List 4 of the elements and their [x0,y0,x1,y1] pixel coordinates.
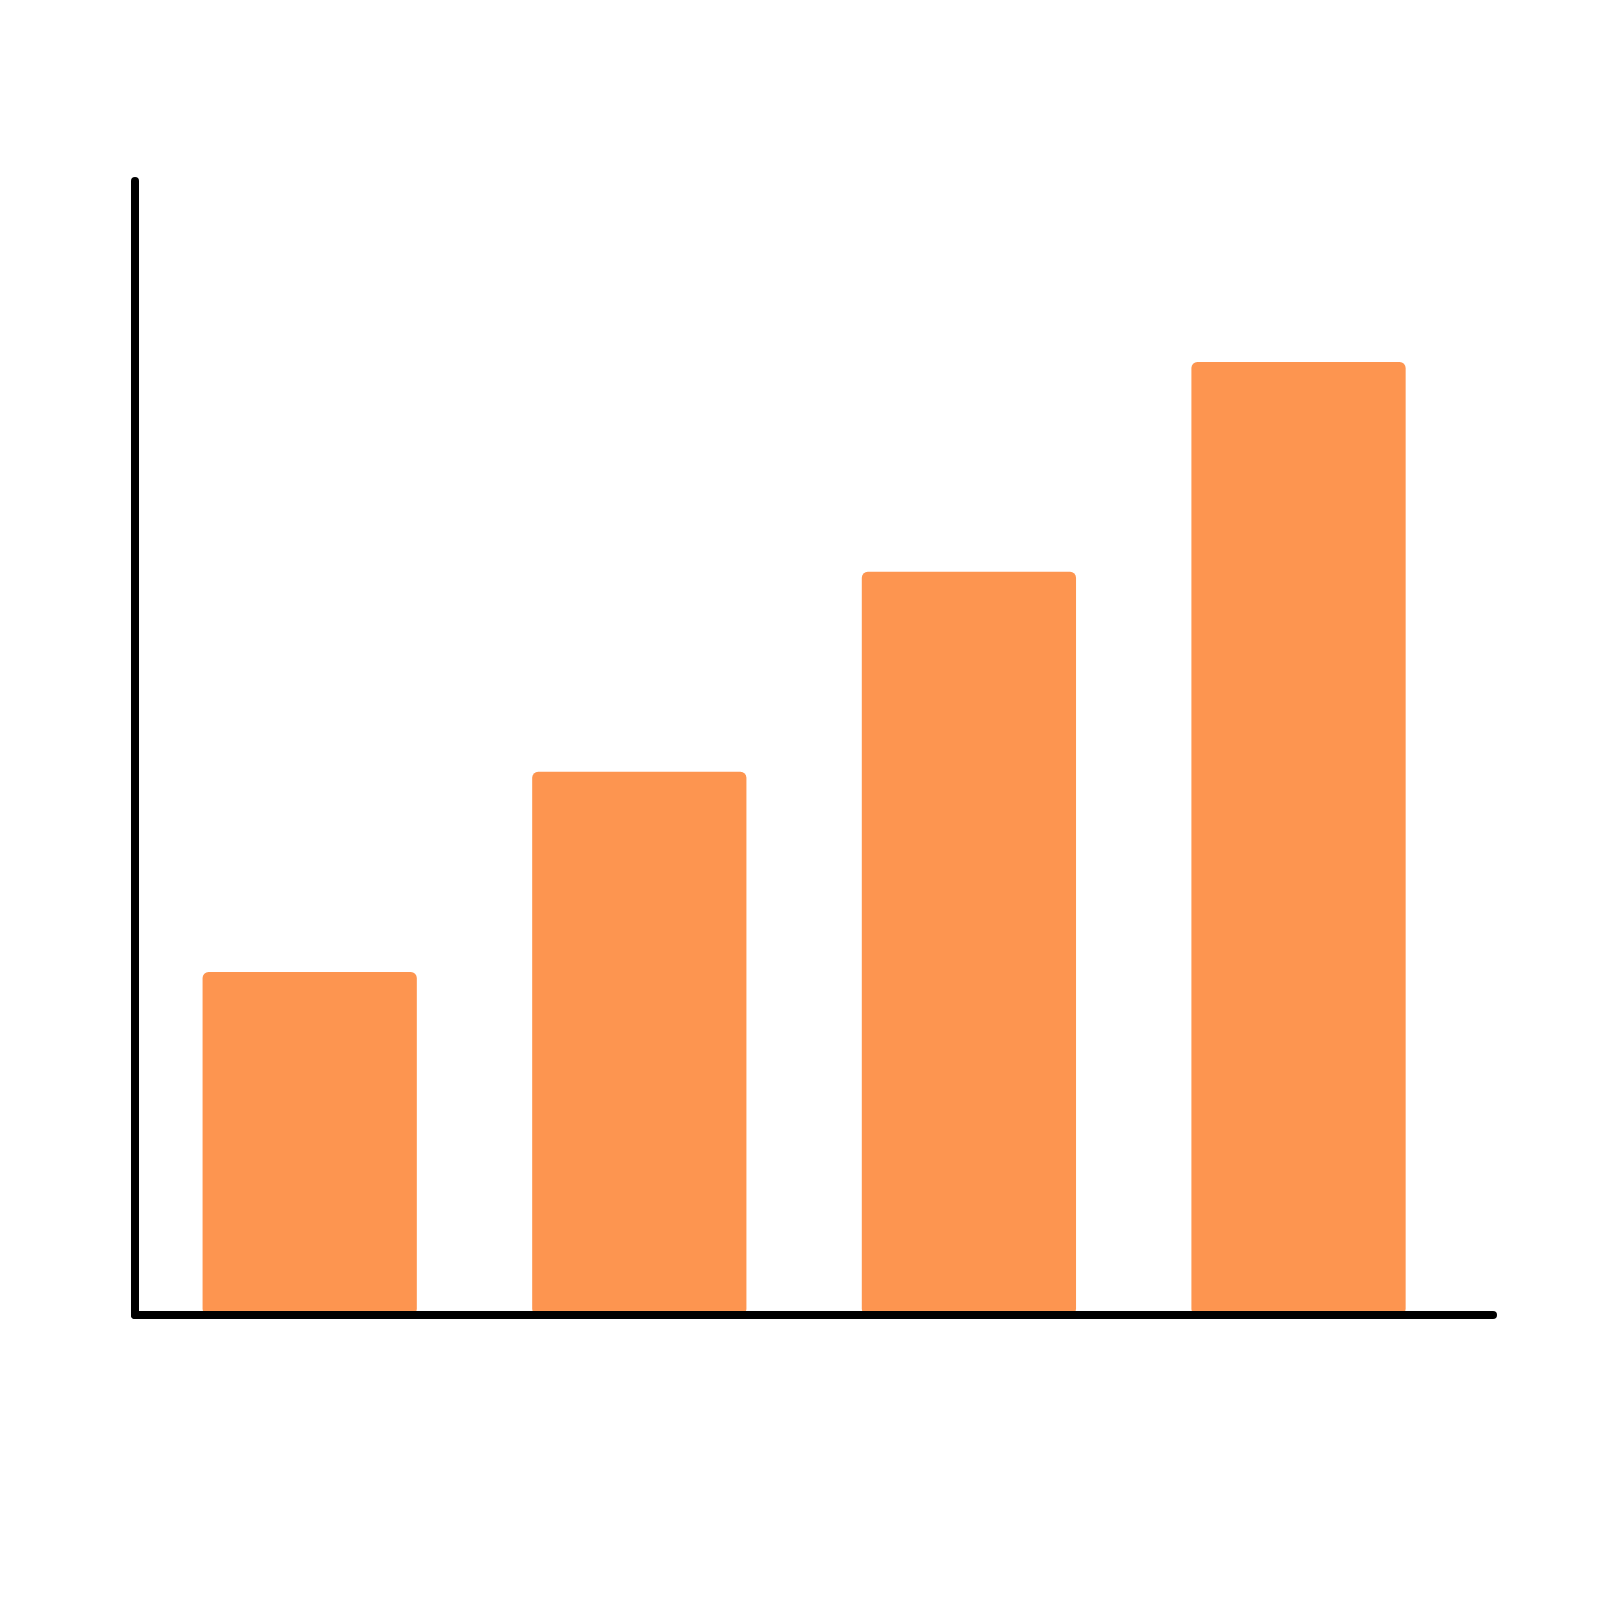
bar [861,571,1077,1315]
bar [202,971,417,1315]
bar [532,771,747,1315]
bar [1191,362,1406,1315]
